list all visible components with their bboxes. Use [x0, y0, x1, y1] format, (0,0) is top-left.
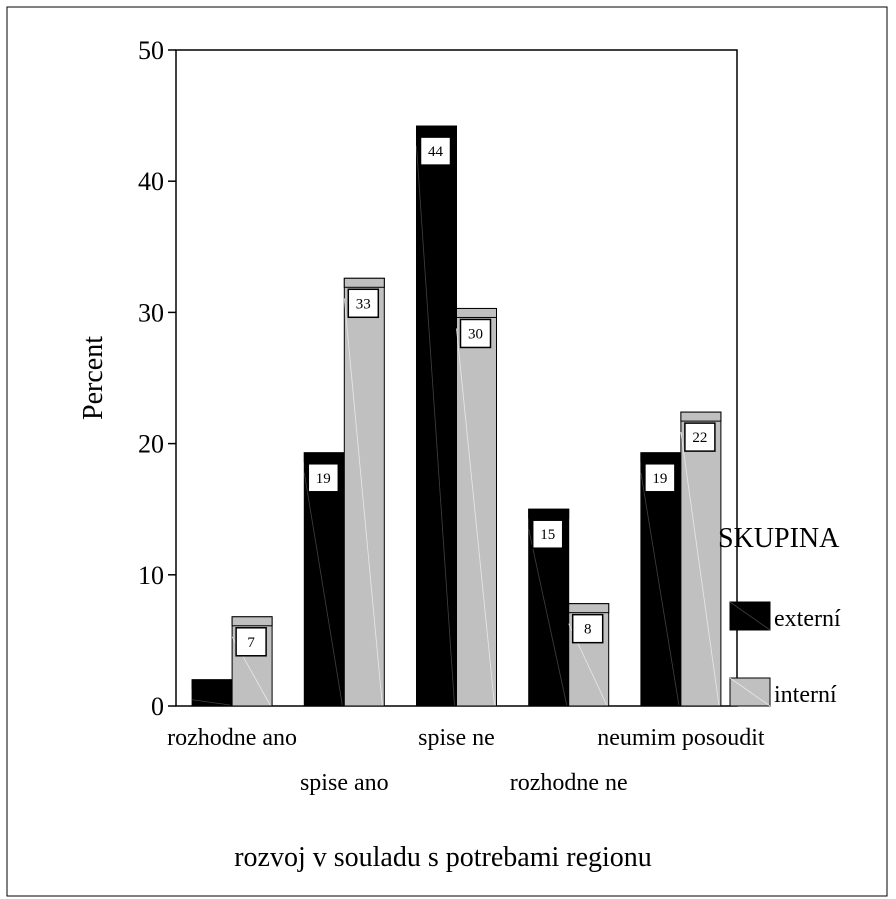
- y-tick-label-5: 50: [138, 36, 164, 65]
- y-axis: 0 10 20 30 40 50: [138, 36, 176, 721]
- data-label-1-4: 22: [692, 430, 707, 446]
- bar-diagonal-1-1: [343, 298, 383, 706]
- x-tick-label-4: neumim posoudit: [597, 725, 765, 751]
- bar-0-2: [416, 125, 457, 707]
- data-label-box-1-3: [571, 613, 604, 644]
- bar-cap-0-1: [303, 452, 345, 463]
- bar-cap-0-4: [640, 452, 682, 463]
- bars: 19 44 15 19 7 33 30 8 22: [191, 125, 722, 707]
- data-label-box-0-1: [307, 463, 340, 493]
- data-label-1-1: 33: [356, 296, 371, 312]
- y-tick-label-4: 40: [138, 167, 164, 196]
- bar-cap-1-2: [456, 307, 497, 318]
- legend-swatch-diagonal-0: [729, 601, 771, 631]
- bar-cap-1-3: [568, 603, 610, 614]
- bar-diagonal-1-4: [680, 432, 720, 706]
- bar-cap-0-2: [416, 125, 457, 136]
- data-label-1-0: 7: [247, 635, 255, 651]
- legend-label-1: interní: [774, 682, 837, 708]
- data-label-box-0-2: [419, 136, 452, 166]
- x-tick-label-1: spise ano: [300, 770, 389, 796]
- y-axis-label: Percent: [78, 336, 109, 420]
- data-label-0-2: 44: [428, 144, 444, 160]
- bar-1-1: [343, 277, 385, 707]
- data-label-1-2: 30: [468, 326, 483, 342]
- bar-cap-0-3: [528, 508, 570, 519]
- data-label-box-1-0: [235, 627, 267, 657]
- bar-diagonal-0-1: [303, 472, 343, 706]
- bar-diagonal-0-4: [640, 472, 680, 706]
- x-axis-label: rozvoj v souladu s potrebami regionu: [234, 842, 652, 873]
- y-tick-label-3: 30: [138, 298, 164, 327]
- legend: SKUPINA externí interní: [718, 523, 841, 708]
- bar-diagonal-1-2: [456, 328, 495, 706]
- legend-swatch-diagonal-1: [729, 677, 771, 707]
- x-tick-label-2: spise ne: [418, 725, 495, 751]
- bar-1-4: [680, 411, 722, 707]
- bar-1-2: [456, 307, 497, 707]
- data-label-1-3: 8: [584, 622, 592, 638]
- legend-label-0: externí: [774, 606, 841, 632]
- y-tick-label-2: 20: [138, 430, 164, 459]
- data-label-box-1-1: [347, 288, 380, 319]
- bar-0-4: [640, 452, 682, 707]
- data-label-box-0-4: [644, 463, 676, 493]
- data-label-box-1-4: [684, 422, 716, 452]
- x-tick-label-0: rozhodne ano: [167, 725, 297, 751]
- bar-diagonal-0-0: [192, 699, 231, 706]
- data-label-0-4: 19: [652, 471, 667, 487]
- bar-cap-1-0: [231, 616, 273, 627]
- data-label-box-0-3: [531, 519, 564, 549]
- bar-cap-0-0: [191, 679, 233, 690]
- chart-frame: [6, 6, 888, 897]
- legend-title: SKUPINA: [718, 523, 840, 554]
- x-tick-label-3: rozhodne ne: [510, 770, 628, 796]
- bar-diagonal-0-3: [528, 529, 568, 706]
- data-label-box-1-2: [459, 318, 492, 349]
- bar-diagonal-0-2: [416, 146, 455, 706]
- data-label-0-1: 19: [316, 471, 331, 487]
- bar-cap-1-4: [680, 411, 722, 422]
- y-tick-label-1: 10: [138, 561, 164, 590]
- y-tick-label-0: 0: [151, 692, 164, 721]
- data-label-0-3: 15: [540, 527, 555, 543]
- bar-cap-1-1: [343, 277, 385, 288]
